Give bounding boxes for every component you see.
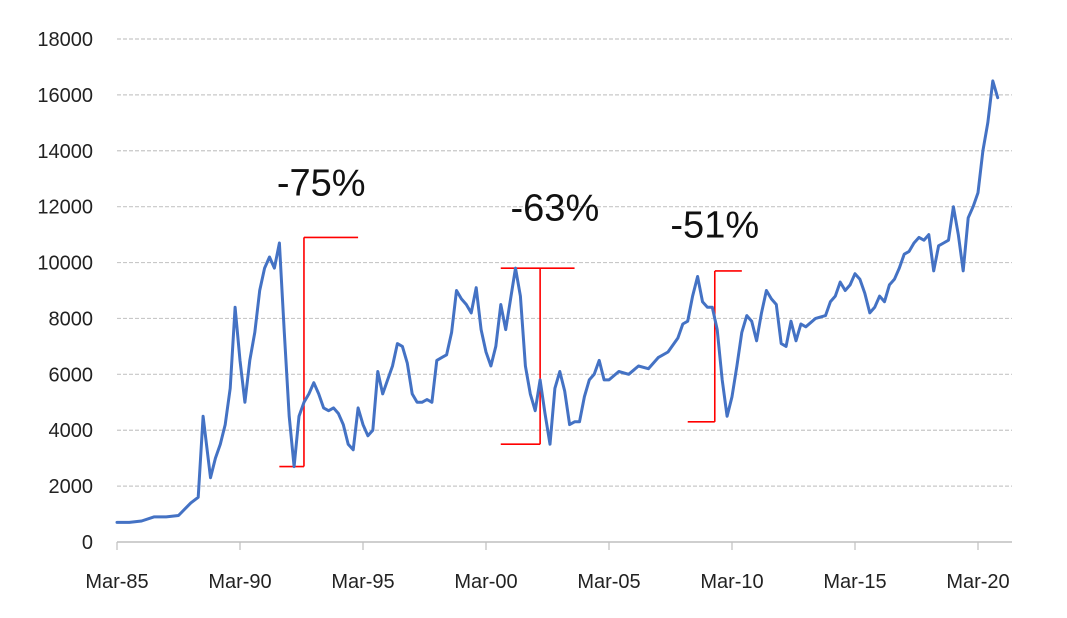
x-tick-label: Mar-15 bbox=[823, 571, 886, 593]
drawdown-annotations: -75% -63% -51% bbox=[277, 162, 759, 468]
drawdown-label: -51% bbox=[670, 204, 759, 246]
y-tick-label: 14000 bbox=[37, 141, 93, 163]
y-tick-label: 0 bbox=[82, 532, 93, 554]
y-tick-label: 12000 bbox=[37, 197, 93, 219]
y-tick-label: 10000 bbox=[37, 253, 93, 275]
series-line-1 bbox=[115, 79, 1000, 524]
series-layer bbox=[115, 79, 1000, 524]
y-tick-label: 2000 bbox=[49, 476, 94, 498]
x-tick-label: Mar-05 bbox=[577, 571, 640, 593]
x-tick-label: Mar-00 bbox=[454, 571, 517, 593]
x-tick-label: Mar-95 bbox=[331, 571, 394, 593]
y-tick-label: 18000 bbox=[37, 29, 93, 51]
x-tick-label: Mar-20 bbox=[946, 571, 1009, 593]
x-axis: Mar-85 Mar-90 Mar-95 Mar-00 Mar-05 Mar-10 Mar-… bbox=[85, 541, 1012, 593]
drawdown-annotation-3: -51% bbox=[670, 204, 759, 423]
y-tick-label: 4000 bbox=[49, 420, 94, 442]
y-tick-label: 16000 bbox=[37, 85, 93, 107]
drawdown-annotation-2: -63% bbox=[500, 188, 600, 445]
y-axis: 0 2000 4000 6000 8000 10000 12000 14000 16000 180… bbox=[37, 29, 93, 554]
y-tick-label: 8000 bbox=[49, 308, 94, 330]
x-tick-label: Mar-90 bbox=[208, 571, 271, 593]
drawdown-label: -75% bbox=[277, 162, 366, 204]
gridlines bbox=[117, 38, 1012, 487]
drawdown-annotation-1: -75% bbox=[277, 162, 366, 468]
y-tick-label: 6000 bbox=[49, 364, 94, 386]
x-tick-label: Mar-85 bbox=[85, 571, 148, 593]
drawdown-label: -63% bbox=[511, 188, 600, 230]
x-tick-label: Mar-10 bbox=[700, 571, 763, 593]
